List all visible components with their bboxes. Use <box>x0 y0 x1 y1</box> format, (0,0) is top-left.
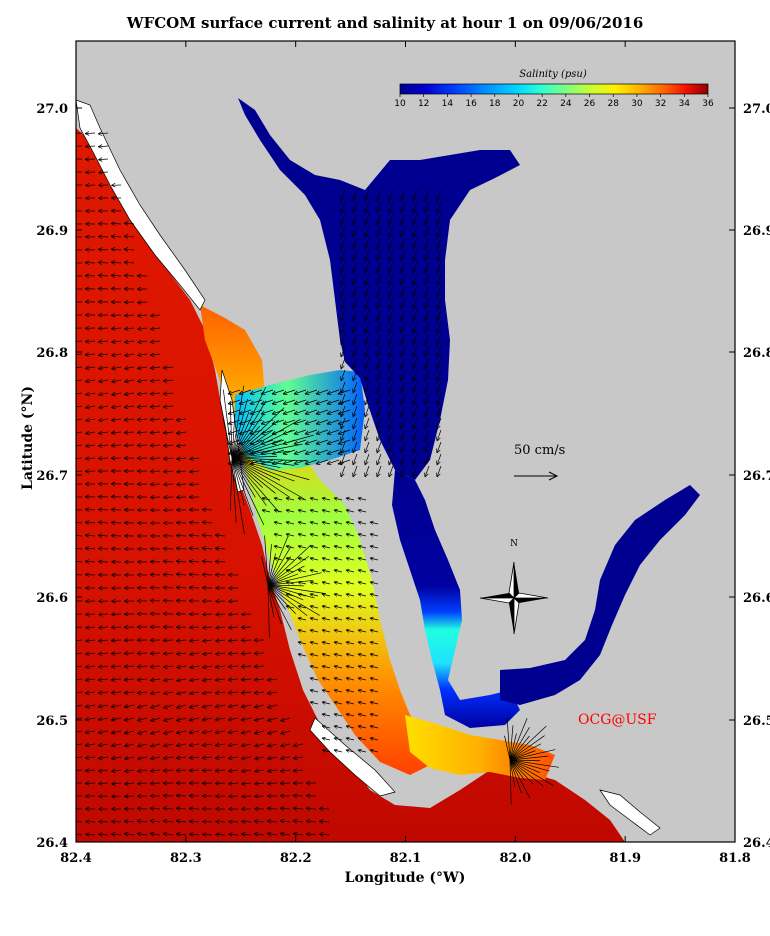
y-tick-label: 26.8 <box>36 346 68 361</box>
colorbar-tick-label: 30 <box>631 99 643 109</box>
barrier-islands <box>76 99 206 311</box>
credit-text: OCG@USF <box>578 712 657 728</box>
x-tick-label: 82.0 <box>499 851 531 866</box>
y-tick-label-right: 26.5 <box>743 714 770 729</box>
chart-title: WFCOM surface current and salinity at ho… <box>126 14 644 32</box>
y-tick-label: 26.4 <box>36 836 68 851</box>
colorbar-scale <box>399 83 709 95</box>
caloosahatchee-river <box>500 485 700 705</box>
colorbar-tick-label: 20 <box>513 99 525 109</box>
y-tick-label: 26.6 <box>36 591 68 606</box>
y-axis-label: Latitude (°N) <box>20 386 36 490</box>
y-tick-label-right: 26.8 <box>743 346 770 361</box>
x-tick-label: 81.9 <box>609 851 641 866</box>
current-vectors <box>76 131 442 837</box>
san-carlos-bay <box>405 715 555 780</box>
y-tick-label-right: 26.9 <box>743 224 770 239</box>
colorbar-title: Salinity (psu) <box>519 69 587 80</box>
colorbar-tick-label: 26 <box>584 99 596 109</box>
colorbar-tick-label: 24 <box>560 99 572 109</box>
x-tick-label: 81.8 <box>719 851 751 866</box>
y-tick-label-right: 27.0 <box>743 102 770 117</box>
y-tick-label: 26.7 <box>36 469 68 484</box>
compass-rose-icon: N <box>479 539 549 635</box>
fort-myers-beach <box>599 789 661 836</box>
x-tick-label: 82.2 <box>280 851 312 866</box>
inlet-vectors <box>222 385 559 805</box>
colorbar-tick-label: 10 <box>394 99 406 109</box>
y-tick-label-right: 26.4 <box>743 836 770 851</box>
salinity-colorbar: Salinity (psu) 10 12 14 16 18 20 22 24 26 28 30 32 3… <box>394 69 714 109</box>
sanibel-island <box>309 717 396 797</box>
colorbar-tick-label: 14 <box>442 99 454 109</box>
x-tick-label: 82.3 <box>170 851 202 866</box>
colorbar-tick-label: 36 <box>702 99 714 109</box>
compass-label: N <box>510 539 518 549</box>
colorbar-tick-label: 22 <box>536 99 547 109</box>
y-tick-label: 26.5 <box>36 714 68 729</box>
colorbar-tick-label: 34 <box>679 99 691 109</box>
velocity-scale: 50 cm/s <box>514 443 565 481</box>
colorbar-tick-label: 28 <box>608 99 620 109</box>
y-tick-label: 27.0 <box>36 102 68 117</box>
charlotte-harbor-upper <box>238 98 520 480</box>
y-tick-label-right: 26.6 <box>743 591 770 606</box>
colorbar-tick-label: 18 <box>489 99 501 109</box>
x-tick-label: 82.4 <box>60 851 92 866</box>
y-tick-label-right: 26.7 <box>743 469 770 484</box>
x-axis-label: Longitude (°W) <box>344 870 466 886</box>
gulf-water <box>76 128 625 842</box>
y-tick-label: 26.9 <box>36 224 68 239</box>
scale-label: 50 cm/s <box>514 443 565 458</box>
colorbar-tick-label: 16 <box>465 99 477 109</box>
axis-ticks: 82.4 82.3 82.2 82.1 82.0 81.9 81.8 27.0 27.0 26.9… <box>36 41 770 866</box>
colorbar-tick-label: 12 <box>418 99 429 109</box>
x-tick-label: 82.1 <box>390 851 422 866</box>
caloosahatchee-channel <box>392 470 520 728</box>
colorbar-tick-label: 32 <box>655 99 666 109</box>
